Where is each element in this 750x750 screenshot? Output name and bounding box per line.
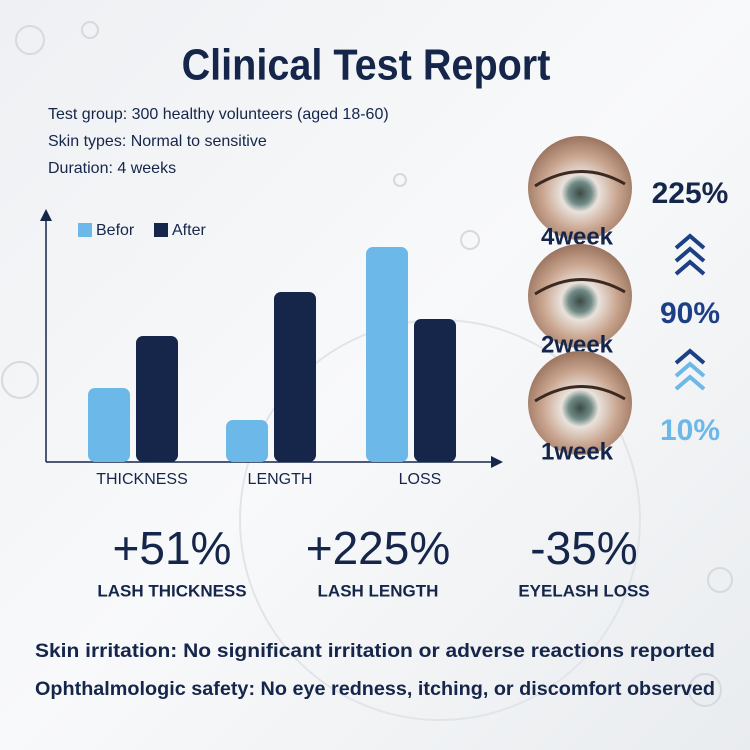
eye-lid	[534, 170, 626, 188]
percent: 90%	[660, 297, 720, 330]
bar	[136, 336, 178, 462]
info-line: Test group: 300 healthy volunteers (aged…	[48, 106, 389, 123]
chevron	[674, 361, 706, 378]
chevron	[674, 246, 706, 263]
legend-label: Befor	[96, 222, 135, 239]
bar	[414, 319, 456, 462]
bar	[226, 420, 268, 462]
stat-value: -35%	[530, 522, 637, 574]
eye-photo	[528, 351, 632, 455]
legend-swatch	[78, 223, 92, 237]
eye-lid	[534, 385, 626, 403]
chevron	[674, 233, 706, 250]
note: Ophthalmologic safety: No eye redness, i…	[35, 679, 715, 700]
chevron	[674, 348, 706, 365]
eye-photo	[528, 244, 632, 348]
title: Clinical Test Report	[182, 40, 551, 89]
stat-label: LASH THICKNESS	[97, 581, 246, 600]
percent: 225%	[652, 177, 729, 210]
eye-photo	[528, 136, 632, 240]
note: Skin irritation: No significant irritati…	[35, 641, 715, 662]
eye-lid	[534, 278, 626, 296]
week-label: 1week	[541, 438, 614, 465]
percent: 10%	[660, 414, 720, 447]
stat-value: +225%	[306, 522, 451, 574]
info-line: Duration: 4 weeks	[48, 160, 176, 177]
x-tick-label: LENGTH	[248, 471, 313, 488]
legend-swatch	[154, 223, 168, 237]
bar	[274, 292, 316, 462]
bar	[366, 247, 408, 462]
x-tick-label: LOSS	[399, 471, 442, 488]
legend-label: After	[172, 222, 206, 239]
stat-label: EYELASH LOSS	[518, 581, 649, 600]
stat-value: +51%	[113, 522, 232, 574]
stat-label: LASH LENGTH	[318, 581, 439, 600]
chevron	[674, 374, 706, 391]
x-tick-label: THICKNESS	[96, 471, 188, 488]
bar	[88, 388, 130, 462]
chevron	[674, 259, 706, 276]
info-line: Skin types: Normal to sensitive	[48, 133, 267, 150]
